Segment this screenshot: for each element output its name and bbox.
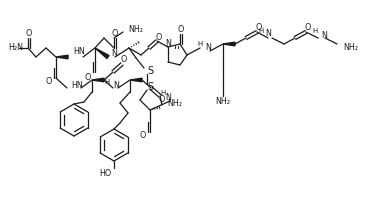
- Text: NH₂: NH₂: [215, 97, 231, 106]
- Text: O: O: [140, 131, 146, 140]
- Text: S: S: [147, 82, 153, 92]
- Text: O: O: [46, 78, 52, 87]
- Text: N: N: [165, 94, 171, 102]
- Text: N: N: [321, 31, 327, 39]
- Text: N: N: [113, 80, 119, 90]
- Text: NH₂: NH₂: [167, 99, 182, 109]
- Text: O: O: [305, 24, 311, 32]
- Text: H: H: [313, 28, 318, 34]
- Polygon shape: [130, 78, 142, 82]
- Text: O: O: [121, 56, 127, 65]
- Text: O: O: [112, 29, 118, 37]
- Text: O: O: [178, 24, 184, 34]
- Text: N: N: [205, 44, 211, 53]
- Text: O: O: [256, 24, 262, 32]
- Text: HO: HO: [99, 169, 111, 177]
- Text: H: H: [105, 79, 110, 85]
- Polygon shape: [92, 78, 104, 82]
- Text: S: S: [147, 66, 153, 76]
- Polygon shape: [95, 48, 109, 58]
- Text: NH₂: NH₂: [128, 24, 143, 34]
- Text: H₂N: H₂N: [8, 44, 23, 53]
- Text: H: H: [160, 90, 166, 96]
- Polygon shape: [223, 42, 235, 46]
- Text: H: H: [259, 28, 264, 34]
- Text: NH₂: NH₂: [343, 44, 358, 53]
- Text: N: N: [265, 29, 271, 39]
- Text: O: O: [156, 32, 162, 41]
- Text: O: O: [26, 29, 32, 37]
- Polygon shape: [56, 55, 68, 59]
- Text: H: H: [197, 41, 203, 47]
- Text: N: N: [111, 49, 117, 58]
- Text: O: O: [159, 95, 165, 104]
- Text: HN: HN: [73, 48, 85, 56]
- Text: O: O: [85, 73, 91, 82]
- Text: HN: HN: [71, 80, 83, 90]
- Text: N: N: [165, 39, 171, 48]
